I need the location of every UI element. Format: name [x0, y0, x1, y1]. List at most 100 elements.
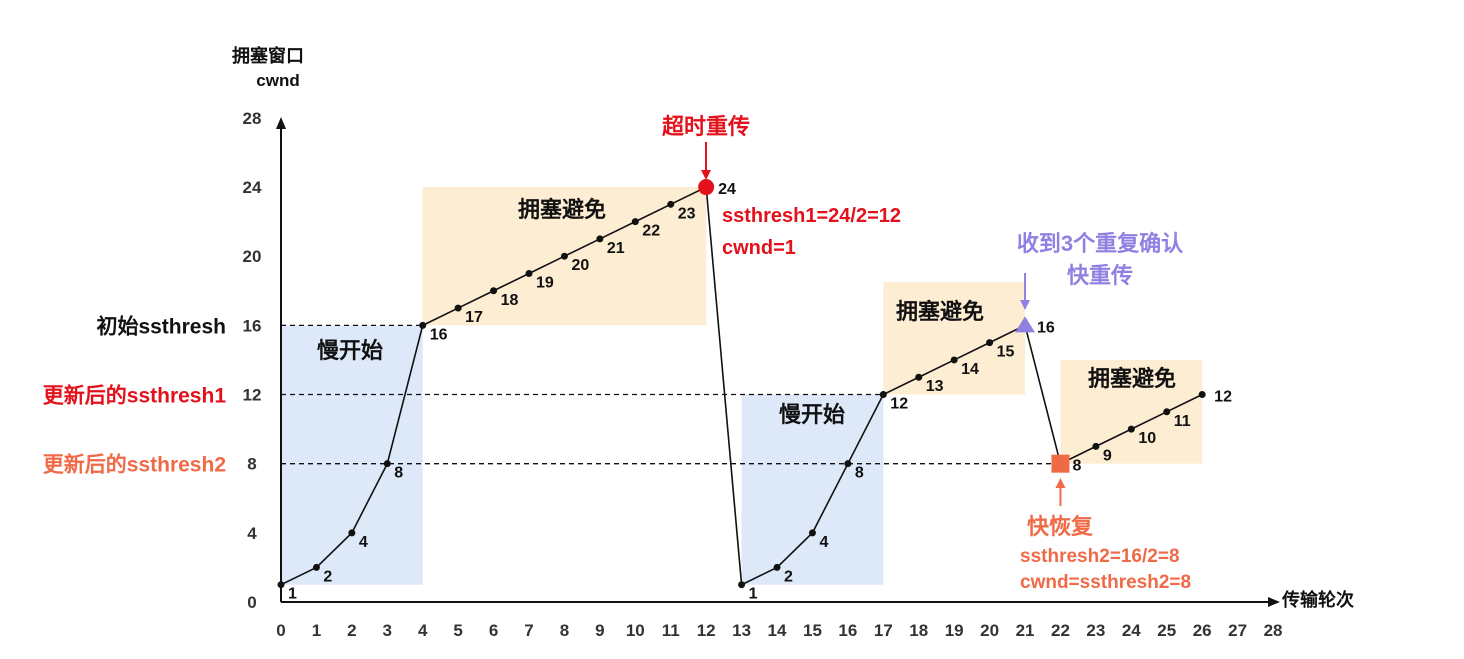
data-label: 2: [323, 568, 332, 585]
data-point: [1163, 408, 1171, 416]
data-label: 15: [997, 344, 1015, 361]
y-tick-label: 16: [243, 316, 262, 335]
data-point: [383, 460, 391, 468]
event-note: cwnd=ssthresh2=8: [1020, 572, 1191, 593]
data-point: [631, 218, 639, 226]
event-note: cwnd=1: [722, 237, 796, 259]
region-0: [281, 325, 423, 585]
x-tick-label: 12: [697, 621, 716, 640]
x-tick-label: 28: [1264, 621, 1283, 640]
x-tick-label: 4: [418, 621, 428, 640]
x-tick-label: 9: [595, 621, 604, 640]
x-tick-label: 26: [1193, 621, 1212, 640]
data-label: 1: [749, 586, 758, 603]
data-point: [490, 287, 498, 295]
x-axis-title: 传输轮次: [1281, 589, 1354, 610]
data-label: 18: [501, 292, 519, 309]
x-tick-label: 7: [524, 621, 533, 640]
data-label: 17: [465, 309, 483, 326]
region-label: 拥塞避免: [1088, 366, 1176, 391]
x-tick-label: 22: [1051, 621, 1070, 640]
x-tick-label: 13: [732, 621, 751, 640]
x-tick-label: 21: [1016, 621, 1035, 640]
x-tick-label: 3: [383, 621, 392, 640]
x-tick-label: 19: [945, 621, 964, 640]
data-point: [348, 529, 356, 537]
data-point: [560, 252, 568, 260]
y-axis-unit: cwnd: [256, 71, 299, 90]
x-tick-label: 2: [347, 621, 356, 640]
x-tick-label: 16: [838, 621, 857, 640]
x-tick-label: 25: [1157, 621, 1176, 640]
y-tick-label: 20: [243, 247, 262, 266]
data-label: 14: [961, 361, 979, 378]
data-label: 19: [536, 274, 554, 291]
data-point: [454, 304, 462, 312]
event-note: ssthresh1=24/2=12: [722, 205, 901, 227]
region-3: [883, 282, 1026, 395]
data-point: [808, 529, 816, 537]
data-point: [596, 235, 604, 243]
x-tick-label: 1: [312, 621, 321, 640]
x-tick-label: 8: [560, 621, 569, 640]
data-label: 20: [571, 257, 589, 274]
event-title: 超时重传: [662, 114, 750, 139]
data-label: 13: [926, 378, 944, 395]
data-label: 22: [642, 223, 660, 240]
data-label: 12: [890, 396, 908, 413]
fast-recovery-marker-icon: [1051, 454, 1070, 473]
threshold-label: 更新后的ssthresh2: [43, 453, 226, 477]
data-label: 8: [394, 465, 403, 482]
data-label: 23: [678, 205, 696, 222]
y-tick-label: 8: [247, 455, 256, 474]
data-point: [277, 581, 285, 589]
threshold-label: 初始ssthresh: [96, 314, 226, 338]
region-2: [741, 394, 884, 585]
data-label: 4: [819, 534, 828, 551]
data-point: [1092, 442, 1100, 450]
data-label: 16: [1037, 319, 1055, 336]
data-label: 1: [288, 586, 297, 603]
y-tick-label: 12: [243, 386, 262, 405]
x-tick-label: 23: [1086, 621, 1105, 640]
x-tick-label: 0: [276, 621, 285, 640]
data-label: 9: [1103, 447, 1112, 464]
data-label: 2: [784, 568, 793, 585]
x-tick-label: 5: [453, 621, 462, 640]
data-point: [667, 200, 675, 208]
data-point: [915, 373, 923, 381]
arrow-up-icon: [1055, 478, 1066, 488]
data-point: [1127, 425, 1135, 433]
data-label: 12: [1214, 389, 1232, 406]
data-point: [738, 581, 746, 589]
x-tick-label: 17: [874, 621, 893, 640]
data-point: [986, 339, 994, 347]
x-tick-label: 15: [803, 621, 822, 640]
fast-retransmit-marker-icon: [1015, 316, 1036, 333]
data-point: [879, 391, 887, 399]
data-label: 8: [855, 465, 864, 482]
x-tick-label: 24: [1122, 621, 1141, 640]
arrow-down-icon: [1020, 300, 1031, 310]
data-label: 21: [607, 240, 625, 257]
y-tick-label: 0: [247, 593, 256, 612]
data-point: [419, 321, 427, 329]
region-label: 拥塞避免: [896, 299, 984, 324]
x-tick-label: 6: [489, 621, 498, 640]
data-label: 24: [718, 181, 736, 198]
data-point: [1198, 391, 1206, 399]
x-tick-label: 18: [909, 621, 928, 640]
y-tick-label: 4: [247, 524, 257, 543]
data-label: 4: [359, 534, 368, 551]
y-tick-label: 28: [243, 109, 262, 128]
region-4: [1060, 359, 1203, 464]
event-title-2: 快重传: [1067, 263, 1133, 288]
data-label: 16: [430, 326, 448, 343]
event-note: ssthresh2=16/2=8: [1020, 546, 1180, 567]
y-axis-title: 拥塞窗口: [232, 45, 304, 66]
data-point: [525, 269, 533, 277]
x-tick-label: 10: [626, 621, 645, 640]
data-label: 11: [1174, 413, 1191, 430]
x-tick-label: 27: [1228, 621, 1247, 640]
x-tick-label: 14: [768, 621, 787, 640]
